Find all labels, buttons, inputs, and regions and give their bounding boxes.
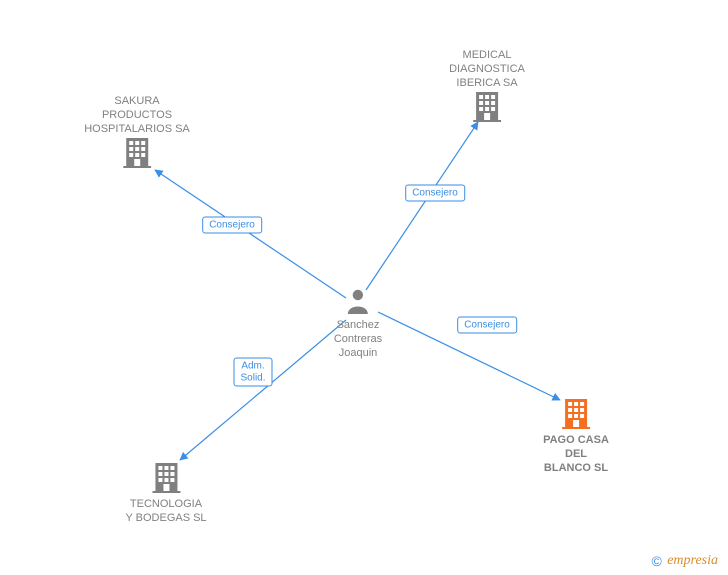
building-icon	[152, 461, 180, 493]
edge-label: Consejero	[202, 217, 262, 234]
watermark: © empresia	[652, 553, 718, 569]
building-icon	[473, 90, 501, 122]
node-label: MEDICAL DIAGNOSTICA IBERICA SA	[449, 49, 525, 90]
building-icon	[123, 136, 151, 168]
edge-line	[180, 320, 346, 460]
node-label: SAKURA PRODUCTOS HOSPITALARIOS SA	[84, 95, 190, 136]
copyright-symbol: ©	[652, 553, 662, 569]
building-icon	[562, 397, 590, 429]
node-label: TECNOLOGIA Y BODEGAS SL	[125, 498, 206, 526]
edge-line	[366, 122, 478, 290]
edge-label: Adm. Solid.	[233, 358, 272, 387]
edge-line	[155, 170, 346, 298]
diagram-canvas: Sanchez Contreras Joaquin SAKURA PRODUCT…	[0, 0, 728, 575]
brand-name: empresia	[667, 553, 718, 568]
node-label-center: Sanchez Contreras Joaquin	[334, 319, 382, 360]
node-company-tecno: TECNOLOGIA Y BODEGAS SL	[125, 461, 206, 526]
node-company-medical: MEDICAL DIAGNOSTICA IBERICA SA	[449, 49, 525, 127]
person-icon	[346, 288, 370, 314]
node-label: PAGO CASA DEL BLANCO SL	[543, 434, 609, 475]
edge-label: Consejero	[405, 185, 465, 202]
node-person-center: Sanchez Contreras Joaquin	[334, 288, 382, 360]
edge-label: Consejero	[457, 317, 517, 334]
node-company-sakura: SAKURA PRODUCTOS HOSPITALARIOS SA	[84, 95, 190, 173]
node-company-pago: PAGO CASA DEL BLANCO SL	[543, 397, 609, 475]
